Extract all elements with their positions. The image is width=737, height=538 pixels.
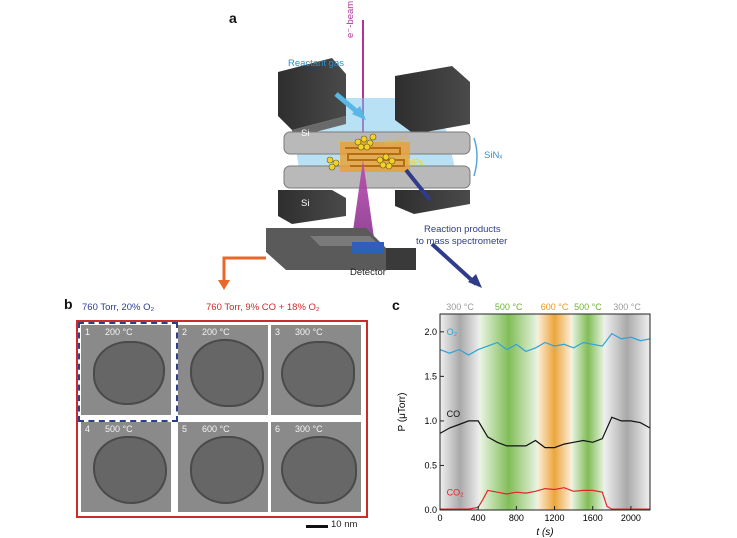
detector-signal-arrow	[222, 256, 266, 282]
tem-image: 2 200 °C	[178, 325, 268, 415]
x-tick-label: 800	[509, 513, 524, 523]
panel-a-letter: a	[229, 10, 237, 26]
si-bottom-label: Si	[301, 198, 310, 209]
nps-label: NPs	[408, 158, 424, 167]
y-axis-label: P (μTorr)	[397, 393, 408, 432]
series-label: O₂	[447, 327, 458, 337]
pressure-chart: c 300 °C 500 °C 600 °C 500 °C 300 °C O₂ CO CO₂…	[392, 297, 651, 538]
si-block-top-left	[278, 58, 346, 130]
x-tick-label: 1600	[583, 513, 603, 523]
series-line	[439, 416, 651, 449]
panel-c-letter: c	[392, 297, 400, 313]
products-arrow	[404, 168, 432, 202]
tem-image-temperature: 300 °C	[295, 424, 323, 434]
si-top-label: Si	[301, 128, 310, 139]
x-tick-label: 2000	[621, 513, 641, 523]
si-block-bottom-right	[395, 190, 470, 214]
temperature-band-label: 300 °C	[613, 302, 641, 312]
tem-image-number: 4	[85, 424, 91, 434]
temperature-band	[604, 314, 650, 510]
scale-bar	[306, 525, 328, 528]
nanoreactor-schematic	[218, 20, 482, 290]
x-axis-label: t (s)	[536, 527, 553, 538]
y-tick-label: 1.0	[424, 416, 437, 426]
panel-b-letter: b	[64, 296, 73, 312]
tem-image-temperature: 300 °C	[295, 327, 323, 337]
products-label-line2: to mass spectrometer	[416, 236, 508, 247]
tem-image-temperature: 200 °C	[105, 327, 133, 337]
y-tick-label: 0.5	[424, 460, 437, 470]
tem-image: 4 500 °C	[81, 422, 171, 512]
tem-image-temperature: 200 °C	[202, 327, 230, 337]
detector-label: Detector	[350, 267, 386, 278]
temperature-band	[571, 314, 605, 510]
x-tick-label: 400	[471, 513, 486, 523]
nanoparticles	[326, 133, 396, 171]
tem-image: 1 200 °C	[81, 325, 171, 415]
heater-coil	[340, 142, 410, 172]
ebeam-label: e⁻-beam	[345, 0, 356, 38]
si-block-top-right	[395, 66, 470, 134]
si-block-bottom-left	[278, 190, 346, 224]
temperature-band	[440, 314, 481, 510]
tem-image-number: 3	[275, 327, 281, 337]
series-label: CO₂	[447, 487, 465, 497]
reactant-gas-label: Reactant gas	[288, 58, 344, 69]
o2-condition-frame	[78, 322, 178, 422]
y-tick-label: 0.0	[424, 505, 437, 515]
y-tick-label: 2.0	[424, 327, 437, 337]
scale-bar-label: 10 nm	[331, 519, 358, 530]
tem-image: 3 300 °C	[271, 325, 361, 415]
tem-image-number: 6	[275, 424, 281, 434]
temperature-band-label: 300 °C	[446, 302, 474, 312]
tem-image: 5 600 °C	[178, 422, 268, 512]
series-label: CO	[447, 409, 461, 419]
temperature-band-label: 500 °C	[495, 302, 523, 312]
x-tick-label: 0	[437, 513, 442, 523]
x-tick-label: 1200	[545, 513, 565, 523]
tem-image-temperature: 500 °C	[105, 424, 133, 434]
tem-image-number: 1	[85, 327, 91, 337]
y-tick-label: 1.5	[424, 371, 437, 381]
series-line	[439, 332, 651, 356]
tem-image-number: 5	[182, 424, 188, 434]
temperature-band	[480, 314, 538, 510]
temperature-band-label: 600 °C	[541, 302, 569, 312]
co-condition-frame	[76, 320, 368, 518]
tem-image-temperature: 600 °C	[202, 424, 230, 434]
products-label-line1: Reaction products	[424, 224, 501, 235]
condition-o2-label: 760 Torr, 20% O₂	[82, 302, 155, 313]
sinx-label: SiNₓ	[484, 150, 503, 161]
tem-image: 6 300 °C	[271, 422, 361, 512]
condition-co-o2-label: 760 Torr, 9% CO + 18% O₂	[206, 302, 320, 313]
temperature-band-label: 500 °C	[574, 302, 602, 312]
plot-frame	[439, 313, 651, 511]
tem-image-number: 2	[182, 327, 188, 337]
